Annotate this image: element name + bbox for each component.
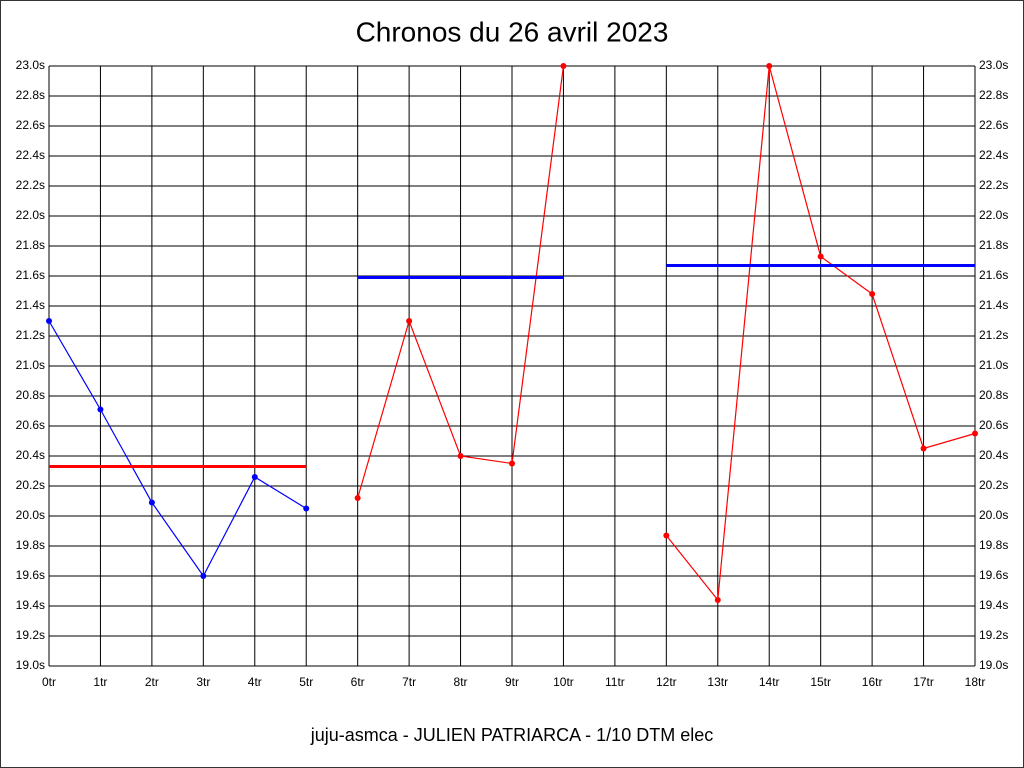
x-tick-label: 10tr [553,675,574,689]
y-tick-label: 22.6s [16,118,45,132]
data-point [354,495,361,501]
x-tick-label: 1tr [93,675,107,689]
y-tick-label: 21.6s [16,268,45,282]
x-tick-label: 8tr [454,675,468,689]
data-point [714,597,721,603]
y-tick-label: 19.4s [16,598,45,612]
data-point [920,445,927,452]
y2-tick-label: 22.0s [979,208,1008,222]
data-point [148,499,155,506]
y-tick-label: 20.6s [16,418,45,432]
y-tick-label: 21.2s [16,328,45,342]
y2-tick-label: 19.4s [979,598,1008,612]
data-point [251,474,258,480]
y-tick-label: 20.8s [16,388,45,402]
x-tick-label: 7tr [402,675,416,689]
y-tick-label: 22.4s [16,148,45,162]
y2-tick-label: 21.2s [979,328,1008,342]
y-tick-label: 22.0s [16,208,45,222]
y-tick-label: 19.8s [16,538,45,552]
data-point [406,318,413,324]
data-point [766,63,773,69]
data-point [303,505,310,512]
y2-tick-label: 20.4s [979,448,1008,462]
y-tick-label: 19.2s [16,628,45,642]
y-tick-label: 21.4s [16,298,45,312]
y2-tick-label: 21.0s [979,358,1008,372]
x-tick-label: 13tr [707,675,728,689]
x-tick-label: 16tr [862,675,883,689]
y2-tick-label: 22.8s [979,88,1008,102]
data-point [200,573,207,579]
y-tick-label: 20.2s [16,478,45,492]
data-point [46,318,52,324]
y2-tick-label: 20.2s [979,478,1008,492]
x-tick-label: 4tr [248,675,262,689]
x-tick-label: 9tr [505,675,519,689]
y2-tick-label: 22.2s [979,178,1008,192]
data-point [509,460,515,467]
y2-tick-label: 19.8s [979,538,1008,552]
chart-subtitle: juju-asmca - JULIEN PATRIARCA - 1/10 DTM… [310,725,713,745]
y2-tick-label: 19.2s [979,628,1008,642]
x-tick-label: 2tr [145,675,159,689]
y-tick-label: 22.8s [16,88,45,102]
y2-tick-label: 20.0s [979,508,1008,522]
series-line [48,320,307,578]
x-tick-label: 12tr [656,675,677,689]
y2-tick-label: 21.8s [979,238,1008,252]
y2-tick-label: 20.6s [979,418,1008,432]
y2-tick-label: 22.6s [979,118,1008,132]
x-tick-label: 0tr [42,675,56,689]
y2-tick-label: 23.0s [979,58,1008,72]
x-tick-label: 6tr [351,675,365,689]
y-tick-label: 23.0s [16,58,45,72]
data-point [560,63,567,69]
x-tick-label: 11tr [605,675,625,689]
data-point [869,291,876,297]
x-tick-label: 5tr [299,675,313,689]
data-point [972,430,978,437]
data-point [97,406,104,413]
y2-tick-label: 19.0s [979,658,1008,672]
y2-tick-label: 19.6s [979,568,1008,582]
x-tick-label: 18tr [965,675,986,689]
y-tick-label: 20.4s [16,448,45,462]
data-point [457,453,464,459]
data-point [817,253,824,260]
y2-tick-label: 22.4s [979,148,1008,162]
y-tick-label: 19.6s [16,568,45,582]
y2-tick-label: 20.8s [979,388,1008,402]
y-tick-label: 20.0s [16,508,45,522]
chart-title: Chronos du 26 avril 2023 [356,16,669,47]
y2-tick-label: 21.6s [979,268,1008,282]
x-tick-label: 14tr [759,675,780,689]
data-point [663,532,670,539]
x-tick-label: 3tr [196,675,210,689]
y-tick-label: 21.8s [16,238,45,252]
y-tick-label: 21.0s [16,358,45,372]
x-tick-label: 17tr [913,675,934,689]
y2-tick-label: 21.4s [979,298,1008,312]
y-tick-label: 22.2s [16,178,45,192]
y-tick-label: 19.0s [16,658,45,672]
x-tick-label: 15tr [810,675,831,689]
